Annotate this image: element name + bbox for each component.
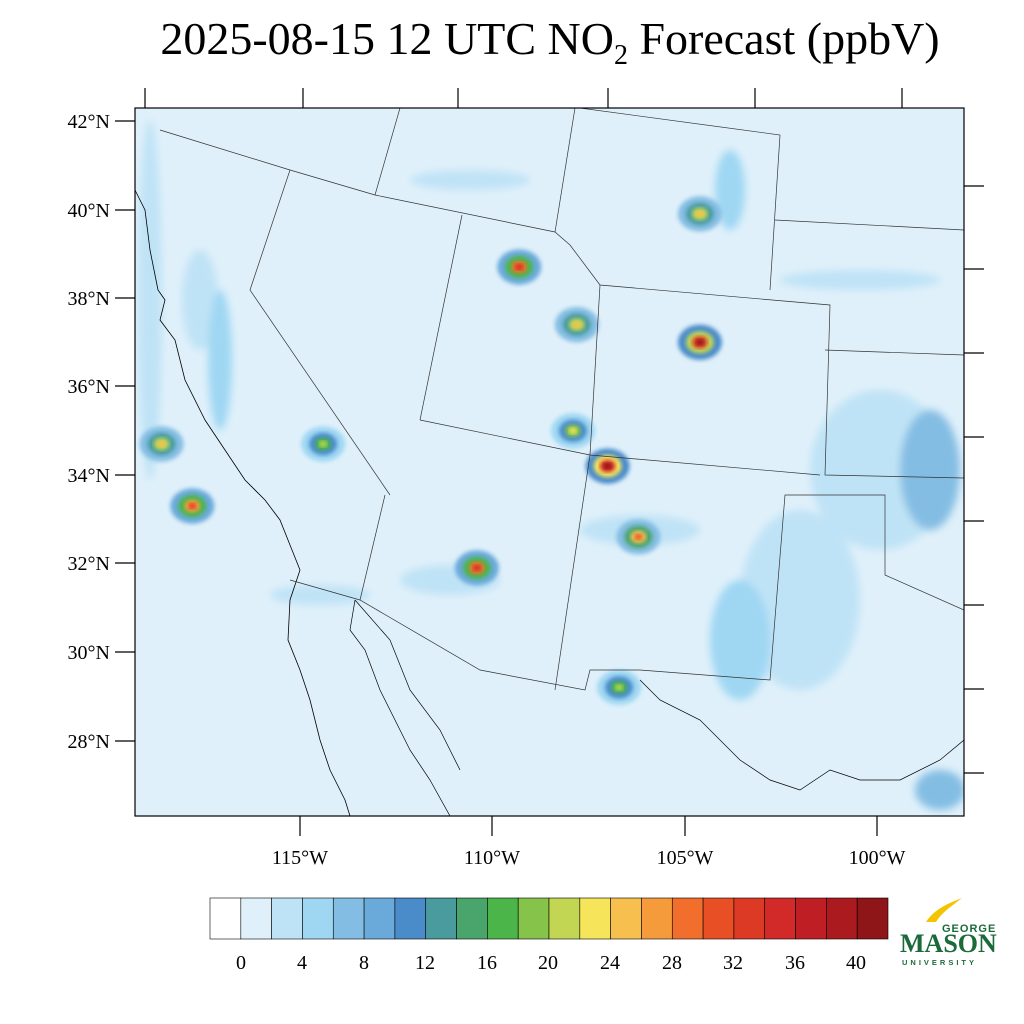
top-ticks xyxy=(144,88,903,108)
lat-label: 42°N xyxy=(68,111,110,133)
colorbar-swatch xyxy=(209,897,242,940)
colorbar-swatch xyxy=(425,897,457,940)
colorbar-swatch xyxy=(610,897,642,940)
colorbar-tick-label: 40 xyxy=(846,952,866,974)
hotspot xyxy=(585,448,630,484)
colorbar-tick-label: 0 xyxy=(236,952,246,974)
hotspot-ring xyxy=(603,462,612,470)
bottom-ticks xyxy=(299,816,878,836)
colorbar xyxy=(209,897,889,940)
colorbar-tick-label: 16 xyxy=(477,952,497,974)
colorbar-labels: 0 4 8 12 16 20 24 28 32 36 40 xyxy=(236,952,866,974)
colorbar-swatch xyxy=(548,897,581,940)
colorbar-swatch xyxy=(764,897,796,940)
lat-label: 34°N xyxy=(68,465,110,487)
lat-label: 38°N xyxy=(68,288,110,310)
lon-label: 100°W xyxy=(849,847,906,869)
right-ticks xyxy=(964,185,984,774)
colorbar-tick-label: 28 xyxy=(662,952,682,974)
lat-label: 36°N xyxy=(68,376,110,398)
hotspot xyxy=(301,426,346,462)
hotspot-ring xyxy=(695,210,704,218)
longitude-labels: 115°W 110°W 105°W 100°W xyxy=(272,847,906,869)
state-boundaries xyxy=(159,108,964,691)
colorbar-swatch xyxy=(332,897,365,940)
colorbar-swatch xyxy=(487,897,519,940)
map-layer xyxy=(135,108,964,816)
colorbar-swatch xyxy=(671,897,704,940)
hotspot-layer xyxy=(139,196,722,706)
logo-line3: UNIVERSITY xyxy=(902,958,977,967)
left-ticks xyxy=(115,120,135,742)
colorbar-tick-label: 12 xyxy=(415,952,435,974)
coastline xyxy=(135,189,351,816)
hotspot-ring xyxy=(569,427,577,434)
colorbar-tick-label: 36 xyxy=(785,952,805,974)
hotspot-ring xyxy=(515,263,524,271)
title-prefix: 2025-08-15 12 UTC NO xyxy=(160,13,614,64)
hotspot xyxy=(677,196,722,232)
gulf-of-california xyxy=(349,599,461,816)
lat-label: 30°N xyxy=(68,642,110,664)
lat-label: 32°N xyxy=(68,553,110,575)
latitude-labels: 42°N 40°N 38°N 36°N 34°N 32°N 30°N 28°N xyxy=(68,111,110,753)
colorbar-swatch xyxy=(579,897,611,940)
hotspot-ring xyxy=(157,440,166,448)
colorbar-swatch xyxy=(826,897,858,940)
map-title: 2025-08-15 12 UTC NO2 Forecast (ppbV) xyxy=(0,12,1024,72)
logo-line2: MASON xyxy=(900,929,997,958)
hotspot-ring xyxy=(695,339,704,346)
colorbar-tick-label: 32 xyxy=(723,952,743,974)
lon-label: 115°W xyxy=(272,847,328,869)
mexico-coast-east xyxy=(639,679,964,791)
logo-line1: GEORGE xyxy=(942,923,996,935)
lat-label: 40°N xyxy=(68,200,110,222)
lon-label: 110°W xyxy=(464,847,520,869)
colorbar-tick-label: 24 xyxy=(600,952,620,974)
colorbar-swatch xyxy=(240,897,272,940)
colorbar-swatch xyxy=(856,897,889,940)
colorbar-tick-label: 20 xyxy=(538,952,558,974)
hotspot-ring xyxy=(572,321,581,328)
hotspot-ring xyxy=(472,564,481,572)
lon-label: 105°W xyxy=(657,847,714,869)
colorbar-tick-label: 4 xyxy=(297,952,307,974)
hotspot-ring xyxy=(319,440,328,448)
title-subscript: 2 xyxy=(613,40,628,72)
colorbar-swatch xyxy=(394,897,427,940)
colorbar-swatch xyxy=(733,897,766,940)
colorbar-swatch xyxy=(641,897,673,940)
hotspot xyxy=(497,249,542,285)
colorbar-swatch xyxy=(302,897,334,940)
hotspot xyxy=(551,413,595,449)
hotspot-ring xyxy=(634,533,643,541)
hotspot xyxy=(597,669,642,706)
colorbar-swatch xyxy=(456,897,488,940)
colorbar-swatch xyxy=(795,897,827,940)
logo-swoosh-icon xyxy=(926,898,962,922)
hotspot xyxy=(616,519,661,555)
hotspot xyxy=(139,426,184,462)
hotspot xyxy=(554,307,599,343)
hotspot xyxy=(677,324,722,360)
background-concentration xyxy=(138,120,964,810)
hotspot-ring xyxy=(188,502,197,510)
map-frame xyxy=(134,107,965,817)
hotspot xyxy=(170,488,215,524)
colorbar-tick-label: 8 xyxy=(359,952,369,974)
colorbar-swatch xyxy=(517,897,550,940)
lat-label: 28°N xyxy=(68,731,110,753)
hotspot-ring xyxy=(615,684,624,691)
colorbar-swatch xyxy=(363,897,396,940)
colorbar-swatch xyxy=(271,897,303,940)
title-suffix: Forecast (ppbV) xyxy=(627,13,940,64)
hotspot xyxy=(454,550,499,586)
colorbar-swatch xyxy=(702,897,735,940)
university-logo: GEORGE MASON UNIVERSITY xyxy=(896,898,1006,968)
